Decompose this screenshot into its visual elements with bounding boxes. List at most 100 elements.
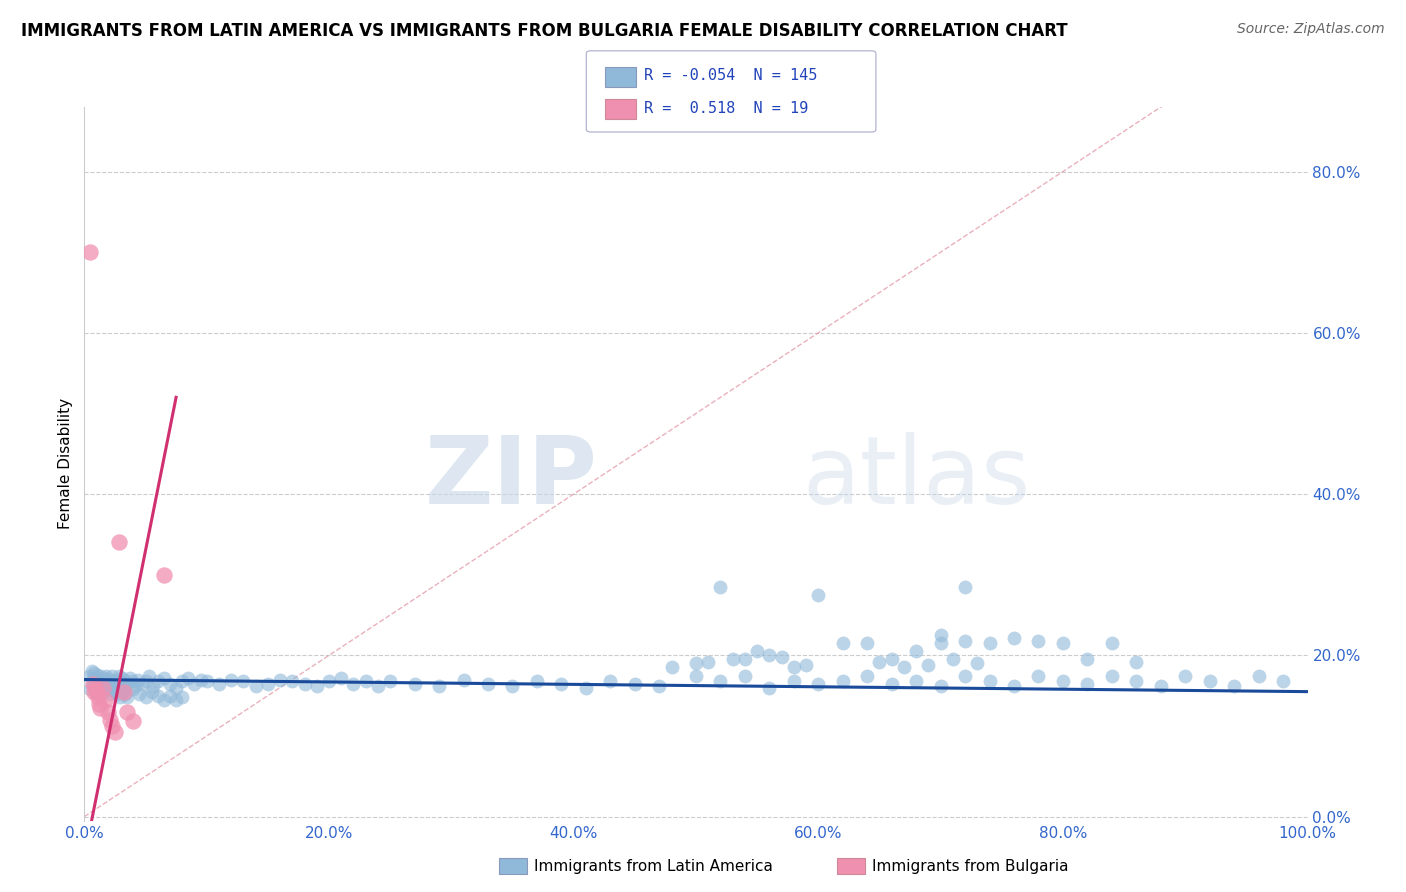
Point bbox=[550, 676, 572, 690]
Point bbox=[89, 700, 111, 714]
Point bbox=[905, 644, 928, 658]
Point bbox=[807, 676, 830, 690]
Point bbox=[183, 676, 205, 690]
Point bbox=[172, 690, 194, 705]
Point bbox=[105, 676, 128, 690]
Text: atlas: atlas bbox=[801, 432, 1031, 524]
Point bbox=[153, 692, 176, 706]
Point bbox=[747, 644, 769, 658]
Point bbox=[101, 668, 124, 682]
Point bbox=[77, 668, 100, 682]
Point bbox=[79, 682, 101, 697]
Point bbox=[124, 679, 146, 693]
Point bbox=[380, 674, 402, 689]
Point bbox=[427, 679, 450, 693]
Point bbox=[477, 676, 499, 690]
Point bbox=[105, 673, 128, 687]
Point bbox=[953, 580, 976, 594]
Point bbox=[91, 684, 114, 698]
Point bbox=[979, 674, 1001, 689]
Point bbox=[734, 652, 756, 666]
Point bbox=[1076, 676, 1098, 690]
Point bbox=[128, 687, 150, 701]
Point bbox=[93, 674, 115, 689]
Point bbox=[367, 679, 389, 693]
Point bbox=[294, 676, 316, 690]
Point bbox=[257, 676, 280, 690]
Text: Immigrants from Bulgaria: Immigrants from Bulgaria bbox=[872, 859, 1069, 873]
Point bbox=[138, 668, 160, 682]
Point bbox=[142, 679, 165, 693]
Point bbox=[108, 674, 131, 689]
Point bbox=[105, 687, 128, 701]
Point bbox=[929, 628, 952, 642]
Point bbox=[121, 674, 143, 689]
Point bbox=[330, 671, 353, 685]
Point bbox=[107, 668, 129, 682]
Point bbox=[1150, 679, 1173, 693]
Point bbox=[783, 660, 806, 674]
Point bbox=[90, 679, 112, 693]
Point bbox=[526, 674, 548, 689]
Point bbox=[807, 588, 830, 602]
Point bbox=[127, 673, 149, 687]
Point bbox=[82, 679, 104, 693]
Point bbox=[87, 676, 110, 690]
Point bbox=[575, 681, 598, 695]
Point bbox=[115, 676, 138, 690]
Point bbox=[709, 674, 731, 689]
Point bbox=[83, 666, 105, 681]
Point bbox=[83, 684, 105, 698]
Point bbox=[208, 676, 231, 690]
Point bbox=[87, 681, 110, 695]
Text: IMMIGRANTS FROM LATIN AMERICA VS IMMIGRANTS FROM BULGARIA FEMALE DISABILITY CORR: IMMIGRANTS FROM LATIN AMERICA VS IMMIGRA… bbox=[21, 22, 1067, 40]
Point bbox=[869, 655, 891, 669]
Point bbox=[79, 245, 101, 260]
Point bbox=[165, 692, 187, 706]
Point bbox=[685, 657, 707, 671]
Point bbox=[1101, 668, 1123, 682]
Point bbox=[929, 679, 952, 693]
Point bbox=[114, 687, 136, 701]
Point bbox=[953, 668, 976, 682]
Point bbox=[1272, 674, 1295, 689]
Point bbox=[91, 681, 114, 695]
Point bbox=[153, 567, 176, 582]
Point bbox=[94, 679, 117, 693]
Point bbox=[141, 684, 163, 698]
Point bbox=[917, 658, 939, 673]
Point bbox=[685, 668, 707, 682]
Point bbox=[87, 690, 110, 705]
Point bbox=[110, 681, 132, 695]
Point bbox=[599, 674, 621, 689]
Point bbox=[86, 684, 108, 698]
Point bbox=[104, 679, 127, 693]
Point bbox=[661, 660, 683, 674]
Point bbox=[232, 674, 254, 689]
Point bbox=[84, 684, 107, 698]
Point bbox=[1101, 636, 1123, 650]
Point bbox=[305, 679, 328, 693]
Point bbox=[89, 668, 111, 682]
Point bbox=[101, 719, 124, 733]
Point bbox=[82, 671, 104, 685]
Point bbox=[245, 679, 267, 693]
Point bbox=[783, 674, 806, 689]
Point bbox=[269, 673, 291, 687]
Point bbox=[114, 674, 136, 689]
Point bbox=[104, 725, 127, 739]
Point bbox=[91, 673, 114, 687]
Point bbox=[135, 674, 157, 689]
Point bbox=[97, 682, 120, 697]
Point bbox=[1028, 668, 1050, 682]
Point bbox=[1223, 679, 1246, 693]
Point bbox=[111, 671, 134, 685]
Point bbox=[979, 636, 1001, 650]
Point bbox=[159, 676, 181, 690]
Point bbox=[758, 648, 780, 663]
Point bbox=[1076, 652, 1098, 666]
Point bbox=[107, 535, 129, 549]
Point bbox=[118, 671, 141, 685]
Point bbox=[281, 674, 304, 689]
Point bbox=[84, 674, 107, 689]
